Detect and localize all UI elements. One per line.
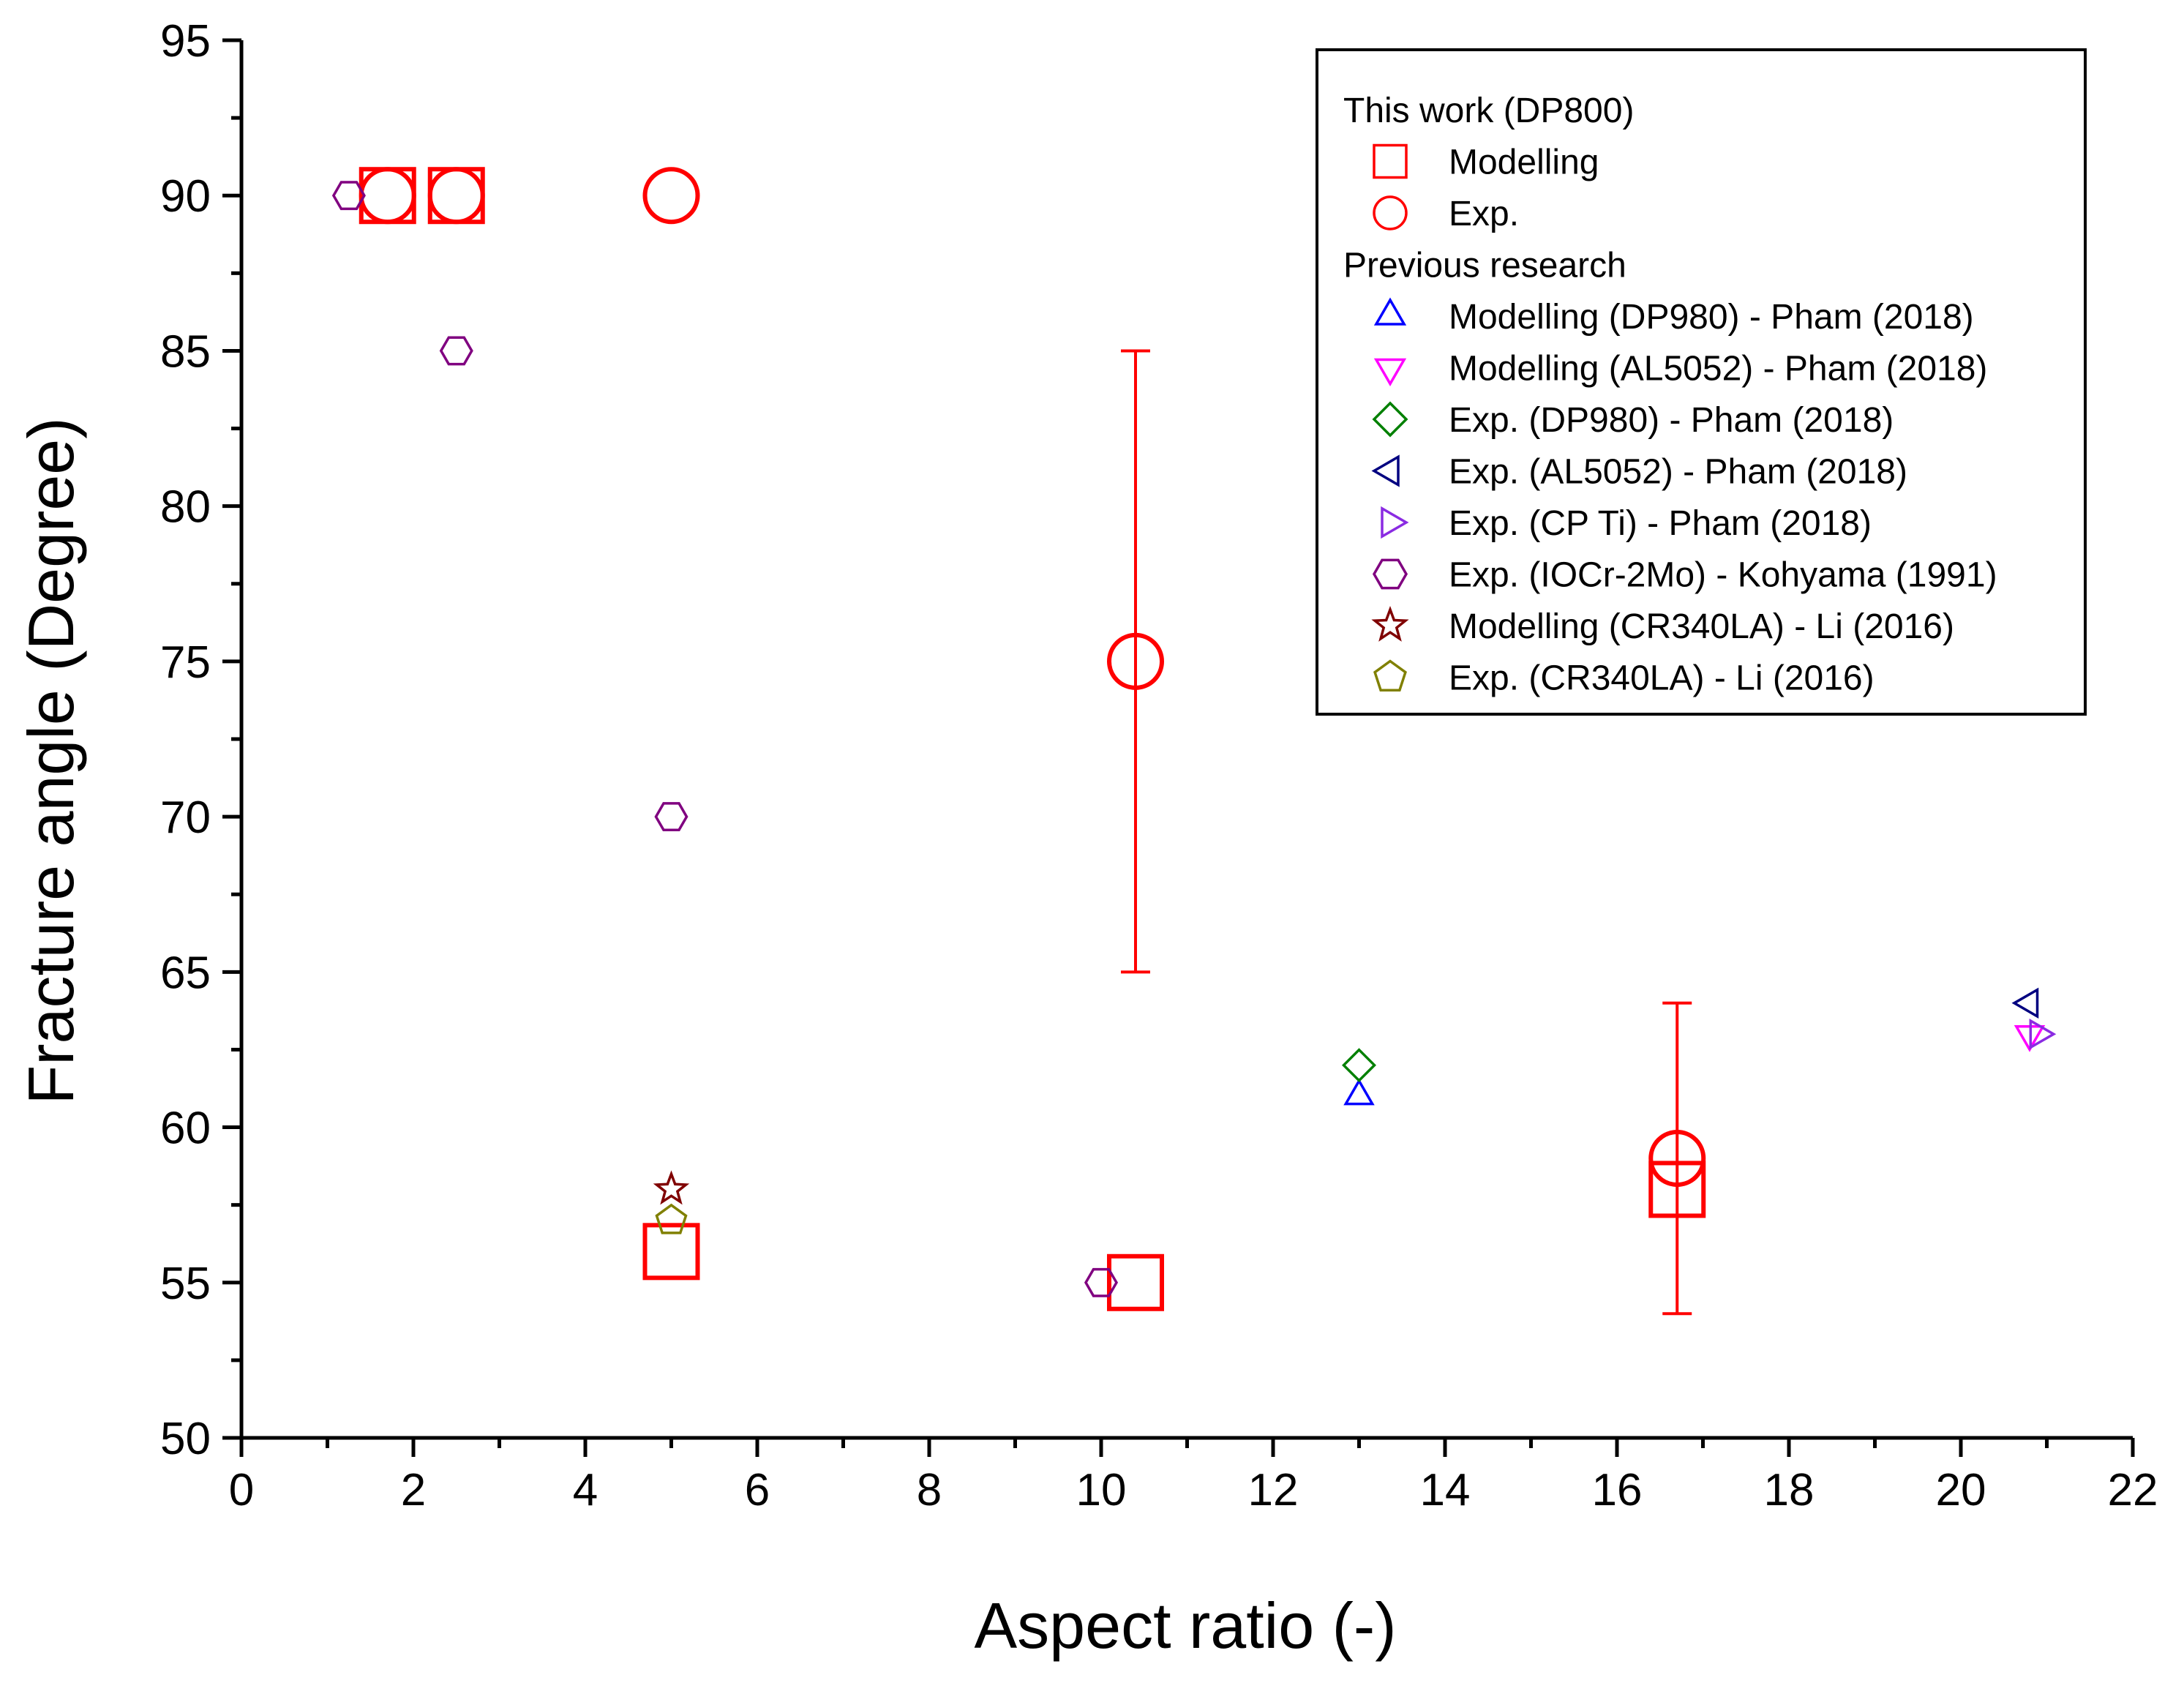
data-point-circle: [1648, 1130, 1706, 1187]
x-tick-label: 12: [1248, 1465, 1299, 1515]
x-tick-label: 0: [229, 1465, 254, 1515]
y-tick-label: 85: [160, 326, 211, 377]
y-tick-label: 70: [160, 792, 211, 843]
legend-entry-label: Modelling: [1449, 143, 1599, 182]
data-point-diamond: [1342, 1048, 1376, 1083]
legend-entry-label: Exp. (DP980) - Pham (2018): [1449, 401, 1894, 440]
data-point-hexagon: [1084, 1267, 1119, 1297]
data-point-circle: [359, 167, 416, 225]
y-tick-label: 90: [160, 171, 211, 222]
legend-entry-label: Exp. (CR340LA) - Li (2016): [1449, 659, 1875, 698]
data-points: [331, 167, 2057, 1311]
x-tick-label: 8: [917, 1465, 942, 1515]
data-point-square: [1648, 1161, 1706, 1218]
legend-entry-label: Exp.: [1449, 195, 1519, 233]
legend-marker-triangle-up: [1373, 297, 1407, 326]
x-axis-title: Aspect ratio (-): [974, 1589, 1396, 1662]
data-point-circle: [1107, 632, 1164, 690]
x-tick-label: 22: [2108, 1465, 2158, 1515]
x-tick-label: 16: [1592, 1465, 1643, 1515]
legend-marker-triangle-left: [1371, 454, 1400, 487]
x-tick-label: 6: [745, 1465, 770, 1515]
x-tick-label: 10: [1076, 1465, 1127, 1515]
legend-entry-label: Exp. (AL5052) - Pham (2018): [1449, 453, 1907, 492]
x-tick-label: 20: [1936, 1465, 1986, 1515]
legend-entry-label: Modelling (DP980) - Pham (2018): [1449, 298, 1974, 337]
x-tick-label: 14: [1420, 1465, 1471, 1515]
data-point-hexagon: [439, 336, 473, 366]
data-point-circle: [427, 167, 485, 225]
legend-group-title: This work (DP800): [1343, 91, 1634, 130]
data-point-hexagon: [331, 181, 366, 211]
y-tick-label: 50: [160, 1414, 211, 1464]
legend-entry-label: Modelling (CR340LA) - Li (2016): [1449, 607, 1954, 646]
legend-entry-label: Exp. (IOCr-2Mo) - Kohyama (1991): [1449, 556, 1997, 595]
y-tick-label: 55: [160, 1259, 211, 1309]
data-point-triangle-right: [2029, 1018, 2057, 1050]
x-tick-label: 18: [1764, 1465, 1815, 1515]
y-tick-label: 75: [160, 637, 211, 688]
data-point-pentagon: [655, 1203, 688, 1234]
legend-marker-triangle-down: [1373, 358, 1407, 386]
data-point-triangle-left: [2011, 987, 2039, 1019]
legend-marker-star: [1371, 605, 1409, 642]
y-tick-label: 65: [160, 948, 211, 998]
legend-marker-diamond: [1372, 401, 1408, 438]
data-point-square: [642, 1223, 700, 1281]
legend-entry-label: Exp. (CP Ti) - Pham (2018): [1449, 504, 1872, 543]
y-tick-label: 80: [160, 482, 211, 533]
legend-group-title: Previous research: [1343, 247, 1626, 285]
data-point-triangle-up: [1343, 1078, 1375, 1106]
error-bars: [1121, 349, 1692, 1316]
y-axis-title: Fracture angle (Degree): [15, 417, 87, 1104]
x-tick-label: 4: [573, 1465, 598, 1515]
y-tick-label: 60: [160, 1103, 211, 1154]
y-tick-label: 95: [160, 16, 211, 67]
legend: This work (DP800) Modelling Exp. Previous r…: [1316, 48, 2087, 716]
data-point-square: [1107, 1253, 1164, 1311]
legend-marker-circle: [1373, 195, 1408, 230]
data-point-circle: [642, 167, 700, 225]
data-point-star: [653, 1170, 690, 1205]
legend-marker-hexagon: [1372, 558, 1408, 590]
legend-marker-pentagon: [1373, 659, 1407, 692]
legend-marker-triangle-right: [1381, 506, 1409, 539]
legend-marker-square: [1373, 143, 1408, 179]
data-point-hexagon: [654, 802, 688, 832]
axes: 0 2 4 6 8 10 12 14 16 18 20 22 50 55 60 65 70 75 80 85 90 95: [160, 16, 2158, 1515]
legend-box: [1316, 48, 2087, 716]
legend-entry-label: Modelling (AL5052) - Pham (2018): [1449, 350, 1987, 389]
x-tick-label: 2: [401, 1465, 426, 1515]
